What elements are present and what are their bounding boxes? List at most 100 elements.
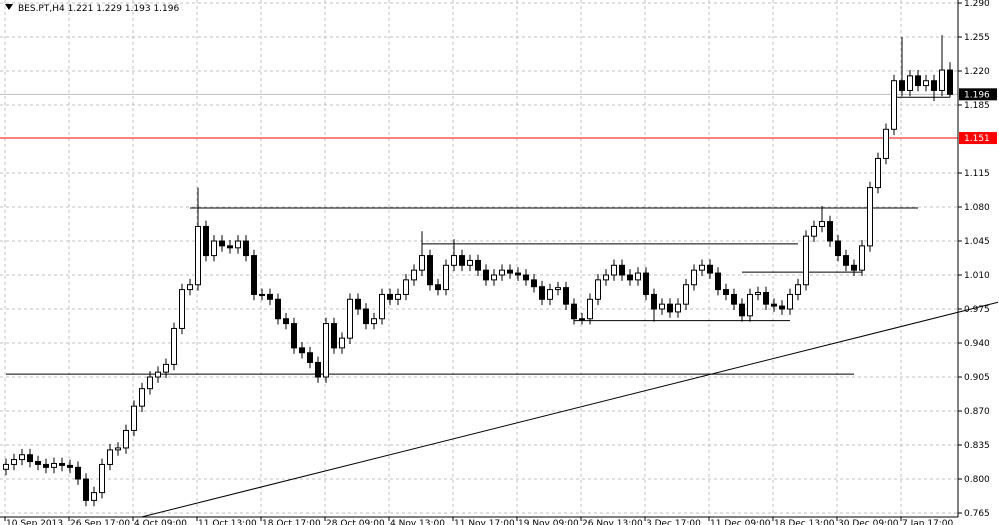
x-tick-label: 7 Jan 17:00: [902, 519, 954, 525]
candle-body: [195, 225, 201, 286]
candle-body: [715, 272, 721, 291]
candle-body: [699, 264, 705, 271]
candle-body: [931, 80, 937, 91]
candle-body: [755, 292, 761, 295]
candle-body: [403, 279, 409, 295]
x-tick-label: 28 Oct 09:00: [326, 519, 385, 525]
x-tick-label: 18 Dec 13:00: [774, 519, 835, 525]
candle-body: [595, 279, 601, 300]
candle-body: [379, 293, 385, 320]
candle-body: [35, 461, 41, 465]
candle-body: [635, 272, 641, 281]
candle-body: [179, 289, 185, 329]
candle-body: [27, 454, 33, 463]
y-tick-label: 0.975: [964, 305, 990, 315]
candle-body: [235, 240, 241, 249]
candle-body: [891, 80, 897, 130]
candle-body: [419, 255, 425, 271]
candle-body: [83, 478, 89, 501]
plot: [0, 35, 999, 518]
candle-body: [667, 303, 673, 313]
candle-body: [643, 272, 649, 295]
candle-body: [763, 292, 769, 305]
candle-body: [539, 286, 545, 300]
candle-body: [531, 279, 537, 288]
candle-body: [435, 284, 441, 291]
x-tick-label: 26 Nov 13:00: [582, 519, 643, 525]
candle-body: [275, 298, 281, 320]
trendline: [141, 301, 999, 518]
candle-body: [203, 225, 209, 257]
candle-body: [443, 264, 449, 291]
x-tick-label: 10 Sep 2013: [6, 519, 63, 525]
candle-body: [363, 308, 369, 325]
candle-body: [211, 240, 217, 257]
candle-body: [475, 259, 481, 271]
candle-body: [795, 284, 801, 295]
candle-body: [467, 259, 473, 266]
candle-body: [91, 492, 97, 501]
candle-body: [323, 323, 329, 378]
candle-body: [683, 284, 689, 305]
candle-body: [907, 75, 913, 91]
y-tick-label: 1.255: [964, 33, 990, 43]
x-tick-label: 4 Oct 09:00: [134, 519, 187, 525]
candle-body: [251, 255, 257, 295]
candle-body: [563, 287, 569, 305]
candle-body: [523, 274, 529, 281]
candle-body: [915, 75, 921, 87]
candle-body: [131, 405, 137, 431]
x-tick-label: 4 Nov 13:00: [390, 519, 445, 525]
candle-body: [827, 221, 833, 242]
candle-body: [43, 463, 49, 468]
candle-body: [163, 363, 169, 373]
price-label: 1.196: [964, 90, 990, 100]
candle-body: [283, 318, 289, 325]
y-tick-label: 0.905: [964, 373, 990, 383]
candle-body: [779, 305, 785, 310]
candle-body: [739, 303, 745, 317]
candle-body: [51, 462, 57, 468]
candle-body: [291, 323, 297, 349]
candle-body: [483, 269, 489, 281]
y-tick-label: 1.080: [964, 203, 990, 213]
y-tick-label: 1.185: [964, 101, 990, 111]
candle-body: [515, 272, 521, 276]
candle-body: [691, 269, 697, 286]
candle-body: [771, 303, 777, 307]
candle-body: [355, 298, 361, 310]
x-tick-label: 11 Nov 17:00: [454, 519, 515, 525]
y-tick-label: 0.870: [964, 407, 990, 417]
candle-body: [307, 352, 313, 363]
candle-body: [395, 293, 401, 300]
candle-body: [747, 293, 753, 317]
x-tick-label: 11 Oct 13:00: [198, 519, 257, 525]
candle-body: [499, 269, 505, 276]
candle-body: [219, 240, 225, 247]
candle-body: [939, 69, 945, 91]
candle-body: [259, 293, 265, 296]
candle-body: [67, 464, 73, 468]
candle-body: [811, 225, 817, 237]
candle-body: [803, 235, 809, 286]
candle-body: [707, 264, 713, 274]
x-tick-label: 18 Oct 17:00: [262, 519, 321, 525]
y-tick-label: 1.115: [964, 169, 990, 179]
candle-body: [507, 269, 513, 274]
y-tick-label: 1.290: [964, 0, 990, 9]
x-tick-label: 19 Nov 09:00: [518, 519, 579, 525]
candle-body: [835, 240, 841, 257]
y-tick-label: 0.765: [964, 509, 990, 519]
candle-body: [899, 80, 905, 91]
candle-body: [123, 429, 129, 449]
candle-body: [171, 327, 177, 365]
candle-body: [787, 293, 793, 310]
candle-body: [19, 454, 25, 461]
candle-body: [59, 462, 65, 466]
price-label-box: [959, 88, 997, 101]
candle-body: [75, 466, 81, 480]
price-label-box: [959, 132, 997, 145]
candle-body: [107, 449, 113, 465]
candle-body: [427, 255, 433, 286]
